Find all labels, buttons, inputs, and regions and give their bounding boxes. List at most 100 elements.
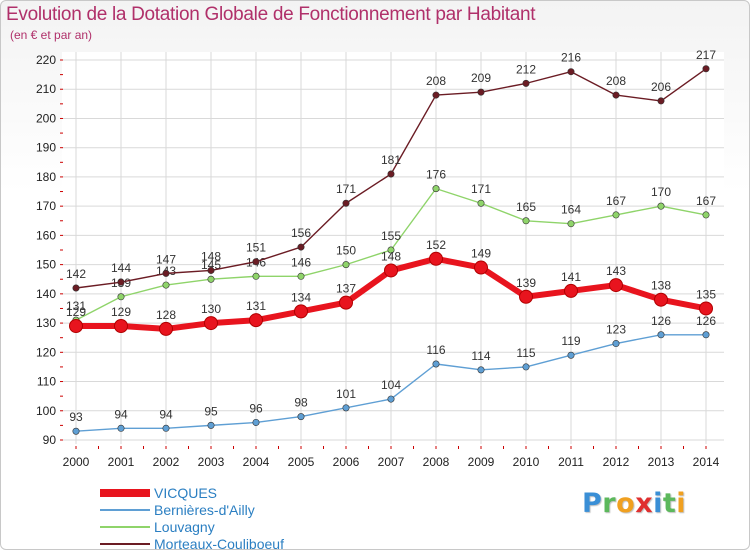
y-tick-label: 120 [36, 345, 56, 359]
data-label: 126 [696, 314, 716, 328]
x-tick-label: 2014 [693, 455, 720, 469]
data-label: 129 [66, 305, 86, 319]
data-point [522, 363, 530, 371]
data-label: 209 [471, 71, 491, 85]
data-point [342, 199, 350, 207]
data-label: 137 [336, 282, 356, 296]
y-tick-label: 190 [36, 141, 56, 155]
data-label: 131 [246, 299, 266, 313]
data-label: 151 [246, 241, 266, 255]
data-label: 181 [381, 153, 401, 167]
x-tick-label: 2000 [63, 455, 90, 469]
series-berni-res-d-ailly: 93 94 94 95 96 98 101 104 116 114 115 119 123 126 126 [69, 314, 716, 435]
data-point [207, 275, 215, 283]
data-point [162, 281, 170, 289]
data-label: 170 [651, 185, 671, 199]
legend-label: VICQUES [154, 484, 218, 501]
data-point [207, 266, 215, 274]
data-label: 156 [291, 226, 311, 240]
y-tick-label: 130 [36, 316, 56, 330]
data-point [702, 65, 710, 73]
data-point [249, 313, 263, 328]
data-label: 146 [291, 255, 311, 269]
data-point [432, 360, 440, 368]
data-label: 217 [696, 48, 716, 62]
data-point [522, 79, 530, 87]
data-label: 98 [294, 396, 308, 410]
y-tick-label: 200 [36, 111, 56, 125]
legend: VICQUES Bernières-d'Ailly Louvagny Morteaux… [100, 484, 284, 552]
x-tick-label: 2009 [468, 455, 495, 469]
data-point [432, 185, 440, 193]
data-point [612, 340, 620, 348]
data-label: 115 [516, 346, 535, 360]
x-tick-label: 2001 [108, 455, 135, 469]
data-point [702, 211, 710, 219]
data-label: 135 [696, 287, 716, 301]
data-label: 164 [561, 203, 581, 217]
y-tick-label: 90 [43, 433, 57, 447]
x-tick-label: 2011 [558, 455, 584, 469]
data-point [69, 319, 83, 333]
y-tick-label: 140 [36, 287, 56, 301]
y-tick-label: 170 [36, 199, 56, 213]
logo-letter: P [582, 488, 603, 519]
logo-letter: o [616, 488, 636, 519]
x-tick-label: 2010 [513, 455, 540, 469]
data-label: 165 [516, 200, 536, 214]
data-point [114, 319, 128, 333]
x-tick-label: 2008 [423, 455, 450, 469]
x-tick-label: 2002 [153, 455, 180, 469]
data-point [72, 284, 80, 292]
data-label: 167 [696, 194, 716, 208]
data-point [159, 321, 173, 336]
data-label: 129 [111, 305, 131, 319]
data-point [384, 263, 398, 278]
data-point [477, 88, 485, 96]
data-label: 144 [111, 261, 131, 275]
chart-subtitle: (en € et par an) [10, 28, 93, 42]
legend-label: Louvagny [154, 518, 215, 535]
legend-swatch [100, 508, 150, 511]
data-label: 131 [66, 299, 86, 313]
series-vicques: 129 129 128 130 131 134 137 148 152 149 139 141 143 1… [66, 238, 716, 336]
data-point [477, 366, 485, 374]
data-point [567, 220, 575, 228]
data-label: 176 [426, 168, 446, 182]
data-label: 148 [381, 249, 401, 263]
data-point [429, 251, 443, 266]
data-point [519, 289, 533, 304]
data-point [297, 413, 305, 421]
data-point [522, 217, 530, 225]
logo-letter: i [653, 488, 663, 519]
logo-letter: x [635, 488, 654, 519]
data-point [567, 351, 575, 359]
data-point [297, 243, 305, 251]
data-label: 141 [561, 270, 581, 284]
data-label: 171 [471, 182, 491, 196]
x-tick-label: 2004 [243, 455, 270, 469]
data-point [117, 293, 125, 301]
y-tick-label: 100 [36, 404, 56, 418]
data-point [117, 424, 125, 432]
y-tick-label: 160 [36, 228, 56, 242]
data-label: 138 [651, 279, 671, 293]
data-label: 206 [651, 80, 671, 94]
data-point [339, 295, 353, 310]
data-point [477, 199, 485, 207]
data-label: 149 [471, 247, 491, 261]
proxiti-logo: Proxiti [582, 488, 686, 519]
data-label: 93 [69, 410, 83, 424]
legend-label: Bernières-d'Ailly [154, 501, 255, 518]
data-point [204, 316, 218, 331]
data-point [162, 269, 170, 277]
data-label: 143 [606, 264, 626, 278]
data-point [294, 304, 308, 319]
data-label: 94 [159, 407, 173, 421]
data-label: 171 [336, 182, 356, 196]
data-point [297, 272, 305, 280]
data-point [564, 283, 578, 298]
data-point [702, 331, 710, 339]
data-point [612, 91, 620, 99]
